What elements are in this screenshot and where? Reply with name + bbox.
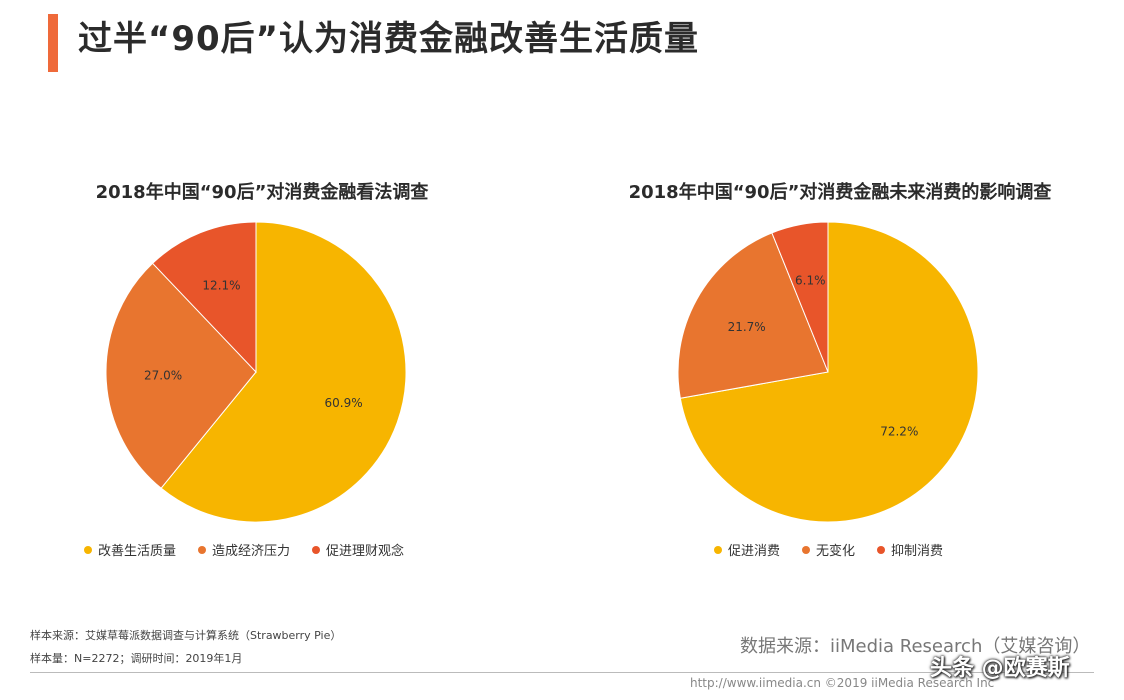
pie2-slice-1 [677,232,829,399]
chart1-legend-item-2: 促进理财观念 [312,540,404,559]
chart1-legend-item-0: 改善生活质量 [84,540,176,559]
pie1-slice-1 [105,262,257,489]
pie1-slice-0 [160,221,407,523]
chart1-legend-item-1: 造成经济压力 [198,540,290,559]
page-title: 过半“90后”认为消费金融改善生活质量 [78,19,700,59]
pie1-slice-2 [151,221,257,374]
chart1-legend: 改善生活质量 造成经济压力 促进理财观念 [84,540,404,559]
pie-chart-1: 60.9% 27.0% 12.1% [105,221,407,523]
legend-swatch-icon [877,545,886,554]
pie2-slice-label-1: 21.7% [728,320,766,334]
chart1-title: 2018年中国“90后”对消费金融看法调查 [95,182,429,203]
legend-swatch-icon [84,545,92,554]
pie2-slice-0 [679,221,979,523]
legend-label: 改善生活质量 [98,544,177,559]
chart2-legend: 促进消费 无变化 抑制消费 [714,540,943,559]
sample-size-note: 样本量：N=2272；调研时间：2019年1月 [30,652,243,665]
pie-chart-2: 72.2% 21.7% 6.1% [677,221,979,523]
pie2-slice-2 [771,221,829,373]
title-accent-bar [48,14,58,72]
pie1-slice-label-0: 60.9% [325,396,363,410]
chart2-title: 2018年中国“90后”对消费金融未来消费的影响调查 [628,182,1052,203]
pie1-slice-label-2: 12.1% [202,279,240,293]
legend-label: 抑制消费 [891,544,944,559]
data-source: 数据来源：iiMedia Research（艾媒咨询） [740,636,1091,657]
sample-source-note: 样本来源：艾媒草莓派数据调查与计算系统（Strawberry Pie） [30,629,342,642]
legend-swatch-icon [312,545,321,554]
footer-divider [30,672,1094,673]
watermark: 头条 @欧赛斯 [930,656,1070,681]
legend-swatch-icon [198,545,207,554]
legend-swatch-icon [714,545,722,554]
legend-label: 无变化 [816,544,856,559]
legend-label: 促进理财观念 [326,544,405,559]
footer-text: http://www.iimedia.cn ©2019 iiMedia Rese… [690,676,995,690]
chart2-legend-item-0: 促进消费 [714,540,780,559]
chart2-legend-item-1: 无变化 [802,540,855,559]
legend-swatch-icon [802,545,811,554]
pie1-slice-label-1: 27.0% [144,369,182,383]
pie2-slice-label-0: 72.2% [880,425,918,439]
pie2-slice-label-2: 6.1% [795,274,826,288]
chart2-legend-item-2: 抑制消费 [877,540,943,559]
legend-label: 造成经济压力 [212,544,291,559]
legend-label: 促进消费 [728,544,781,559]
